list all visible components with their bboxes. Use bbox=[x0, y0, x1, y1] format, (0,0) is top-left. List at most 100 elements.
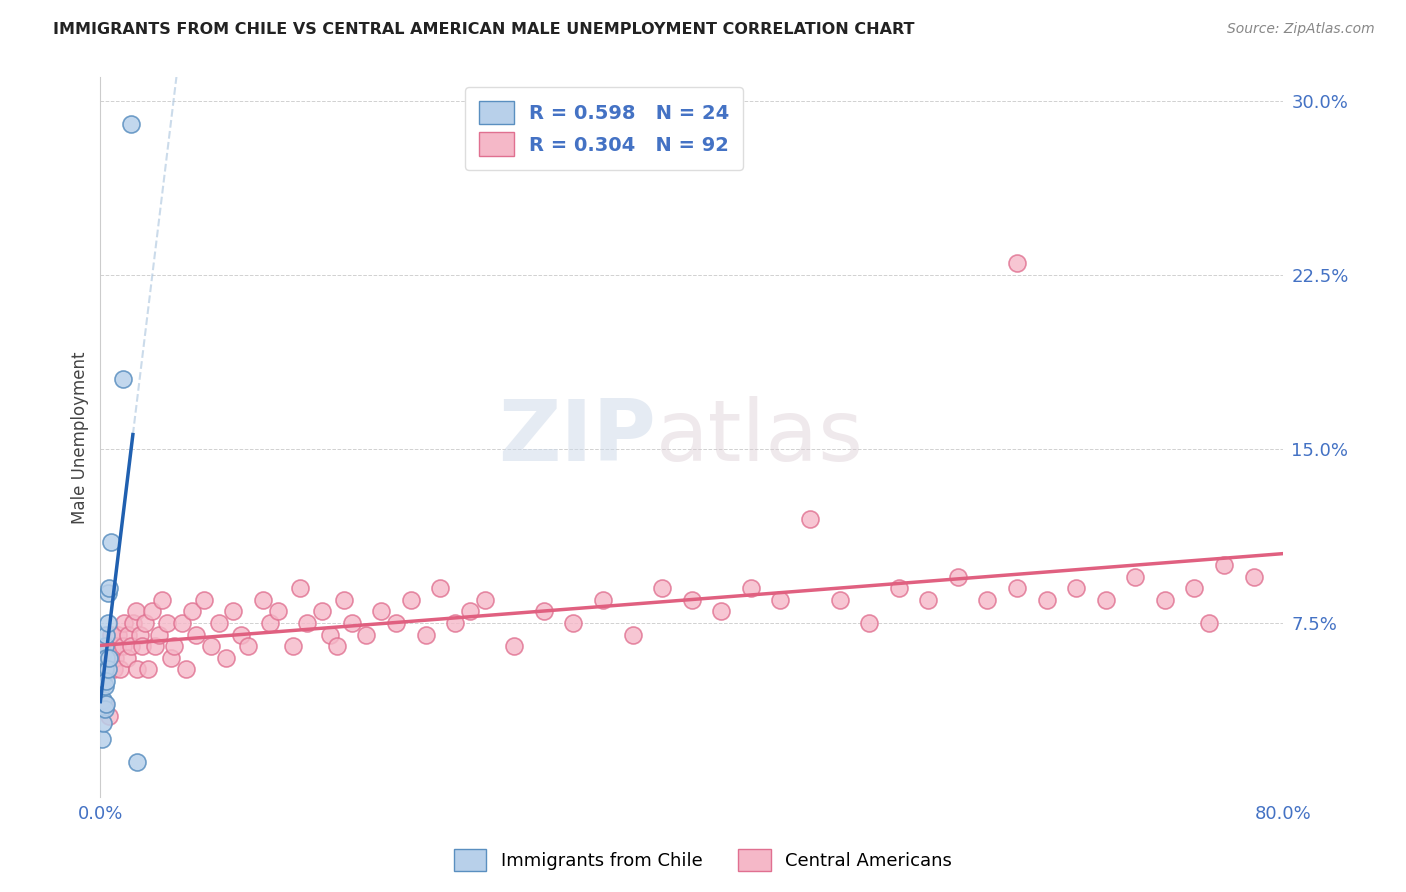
Point bbox=[98, 709, 121, 723]
Point bbox=[174, 663, 197, 677]
Point bbox=[533, 604, 555, 618]
Point bbox=[444, 615, 467, 630]
Point bbox=[107, 627, 129, 641]
Point bbox=[101, 639, 124, 653]
Point bbox=[267, 604, 290, 618]
Point bbox=[681, 592, 703, 607]
Point bbox=[148, 627, 170, 641]
Point bbox=[318, 627, 340, 641]
Point bbox=[238, 639, 260, 653]
Point bbox=[281, 639, 304, 653]
Point bbox=[98, 581, 121, 595]
Point bbox=[1123, 569, 1146, 583]
Point bbox=[105, 639, 128, 653]
Point bbox=[91, 674, 114, 689]
Point bbox=[828, 592, 851, 607]
Point bbox=[127, 756, 149, 770]
Point bbox=[215, 650, 238, 665]
Point bbox=[117, 627, 139, 641]
Point bbox=[90, 732, 112, 747]
Point bbox=[799, 511, 821, 525]
Point bbox=[152, 592, 174, 607]
Point bbox=[193, 592, 215, 607]
Point bbox=[1094, 592, 1116, 607]
Point bbox=[740, 581, 762, 595]
Point bbox=[181, 604, 204, 618]
Point bbox=[297, 615, 319, 630]
Point bbox=[1184, 581, 1206, 595]
Point bbox=[94, 698, 117, 712]
Point bbox=[94, 639, 117, 653]
Point bbox=[858, 615, 880, 630]
Point bbox=[311, 604, 333, 618]
Point bbox=[94, 650, 117, 665]
Point bbox=[340, 615, 363, 630]
Point bbox=[108, 663, 131, 677]
Point bbox=[252, 592, 274, 607]
Point bbox=[651, 581, 673, 595]
Point bbox=[96, 650, 118, 665]
Point bbox=[229, 627, 252, 641]
Point bbox=[1005, 256, 1028, 270]
Point bbox=[186, 627, 208, 641]
Point bbox=[115, 650, 138, 665]
Point bbox=[104, 650, 127, 665]
Point bbox=[143, 639, 166, 653]
Point bbox=[333, 592, 356, 607]
Point bbox=[112, 615, 135, 630]
Point bbox=[356, 627, 378, 641]
Point bbox=[370, 604, 392, 618]
Point bbox=[259, 615, 281, 630]
Point bbox=[96, 663, 118, 677]
Point bbox=[399, 592, 422, 607]
Point bbox=[592, 592, 614, 607]
Point bbox=[288, 581, 311, 595]
Point bbox=[222, 604, 245, 618]
Point bbox=[621, 627, 644, 641]
Point bbox=[96, 627, 118, 641]
Point bbox=[120, 117, 142, 131]
Point bbox=[111, 372, 134, 386]
Point bbox=[97, 615, 120, 630]
Point bbox=[97, 639, 120, 653]
Point bbox=[100, 627, 122, 641]
Text: ZIP: ZIP bbox=[499, 396, 657, 479]
Point bbox=[326, 639, 349, 653]
Point bbox=[887, 581, 910, 595]
Point bbox=[200, 639, 222, 653]
Point bbox=[1153, 592, 1175, 607]
Point bbox=[91, 646, 114, 660]
Point bbox=[91, 692, 114, 706]
Point bbox=[458, 604, 481, 618]
Point bbox=[100, 534, 122, 549]
Point bbox=[90, 679, 112, 693]
Point bbox=[170, 615, 193, 630]
Point bbox=[385, 615, 408, 630]
Point bbox=[160, 650, 183, 665]
Point bbox=[917, 592, 939, 607]
Point bbox=[141, 604, 163, 618]
Point bbox=[156, 615, 179, 630]
Point bbox=[131, 639, 153, 653]
Legend: R = 0.598   N = 24, R = 0.304   N = 92: R = 0.598 N = 24, R = 0.304 N = 92 bbox=[465, 87, 742, 169]
Point bbox=[125, 604, 148, 618]
Point bbox=[163, 639, 186, 653]
Point bbox=[1213, 558, 1236, 572]
Point bbox=[1064, 581, 1087, 595]
Point bbox=[1005, 581, 1028, 595]
Point bbox=[94, 679, 117, 693]
Point bbox=[415, 627, 437, 641]
Point bbox=[976, 592, 998, 607]
Point bbox=[96, 674, 118, 689]
Point bbox=[769, 592, 792, 607]
Point bbox=[1243, 569, 1265, 583]
Point bbox=[111, 639, 134, 653]
Point bbox=[94, 663, 117, 677]
Text: atlas: atlas bbox=[657, 396, 865, 479]
Point bbox=[96, 698, 118, 712]
Point bbox=[562, 615, 585, 630]
Point bbox=[1198, 615, 1220, 630]
Point bbox=[207, 615, 229, 630]
Point bbox=[474, 592, 496, 607]
Point bbox=[94, 702, 117, 716]
